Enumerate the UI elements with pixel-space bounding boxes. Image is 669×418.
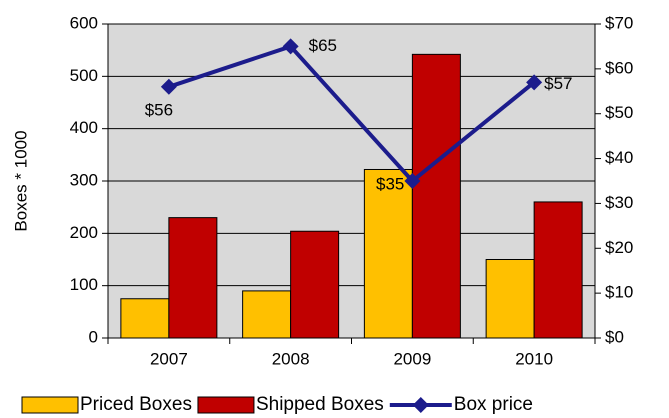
y2-tick-label: $50 [605, 103, 633, 122]
x-tick-label: 2008 [272, 349, 310, 368]
x-tick-label: 2009 [393, 349, 431, 368]
legend-label: Priced Boxes [80, 394, 192, 415]
line-marker [282, 38, 299, 55]
legend-swatch [21, 396, 79, 414]
bar [120, 298, 170, 339]
data-label: $35 [376, 174, 404, 193]
y2-tick-label: $70 [605, 13, 633, 32]
data-label: $65 [309, 36, 337, 55]
y2-tick-label: $20 [605, 238, 633, 257]
y2-tick-label: $0 [605, 327, 624, 346]
y2-tick-label: $10 [605, 283, 633, 302]
bar [168, 217, 218, 339]
bar [290, 230, 340, 339]
y-axis-label: Boxes * 1000 [11, 130, 30, 231]
bar [242, 290, 292, 339]
legend-label: Box price [454, 394, 533, 415]
line [168, 44, 536, 184]
bar [485, 259, 535, 339]
y-tick-label: 200 [70, 223, 98, 242]
line-marker [160, 78, 177, 95]
y-tick-label: 0 [89, 327, 98, 346]
data-label: $56 [145, 100, 173, 119]
y2-tick-label: $60 [605, 58, 633, 77]
legend-label: Shipped Boxes [256, 394, 384, 415]
legend-marker [412, 397, 429, 413]
legend-swatch [197, 396, 255, 414]
line-marker [526, 74, 543, 91]
y-tick-label: 600 [70, 13, 98, 32]
y-tick-label: 400 [70, 118, 98, 137]
bar [363, 168, 413, 339]
y2-tick-label: $30 [605, 193, 633, 212]
y-tick-label: 500 [70, 66, 98, 85]
y-tick-label: 300 [70, 170, 98, 189]
bar [533, 201, 583, 339]
data-label: $57 [544, 74, 572, 93]
line-marker [404, 173, 421, 189]
y2-tick-label: $40 [605, 148, 633, 167]
bar [411, 53, 461, 339]
x-tick-label: 2010 [515, 349, 553, 368]
y-tick-label: 100 [70, 275, 98, 294]
x-tick-label: 2007 [150, 349, 188, 368]
